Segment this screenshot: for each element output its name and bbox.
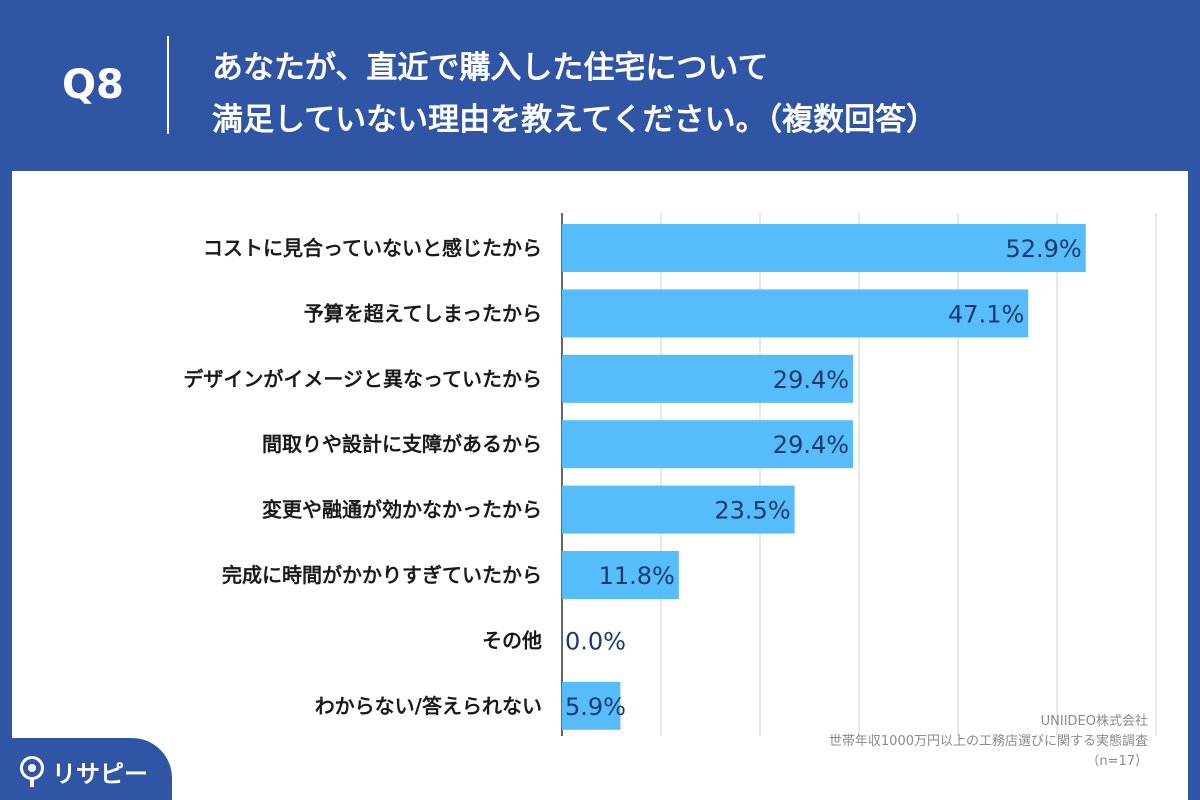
- question-number: Q8: [62, 62, 124, 108]
- value-label: 23.5%: [714, 497, 790, 525]
- chart-category-labels: コストに見合っていないと感じたから予算を超えてしまったからデザインがイメージと異…: [183, 236, 542, 718]
- value-label: 0.0%: [565, 627, 626, 655]
- logo-text: リサピー: [52, 760, 148, 788]
- risapy-logo: リサピー: [0, 738, 172, 800]
- chart-value-labels: 52.9% 47.1% 29.4% 29.4% 23.5% 11.8% 0.0% 5.9%: [565, 235, 1082, 721]
- bar: [562, 354, 854, 403]
- category-label: デザインがイメージと異なっていたから: [183, 367, 542, 391]
- category-label: コストに見合っていないと感じたから: [203, 236, 542, 260]
- category-label: 予算を超えてしまったから: [304, 301, 542, 325]
- category-label: その他: [482, 628, 542, 652]
- source-company: UNIIDEO株式会社: [1040, 714, 1148, 729]
- bar: [562, 681, 621, 730]
- category-label: わからない/答えられない: [315, 694, 542, 718]
- header-divider: [167, 36, 169, 134]
- source-survey: 世帯年収1000万円以上の工務店選びに関する実態調査: [828, 734, 1148, 749]
- value-label: 29.4%: [773, 431, 849, 459]
- bar: [562, 551, 679, 599]
- location-pin-icon: [20, 756, 44, 787]
- question-header: Q8 あなたが、直近で購入した住宅について 満足していない理由を教えてください。…: [0, 0, 1200, 170]
- value-label: 52.9%: [1005, 235, 1081, 263]
- bar: [562, 289, 1029, 338]
- bar: [562, 485, 795, 534]
- category-label: 間取りや設計に支障があるから: [262, 432, 542, 456]
- category-label: 変更や融通が効かなかったから: [262, 498, 542, 522]
- source-note: UNIIDEO株式会社 世帯年収1000万円以上の工務店選びに関する実態調査 （…: [829, 712, 1148, 772]
- value-label: 11.8%: [599, 562, 675, 590]
- value-label: 5.9%: [565, 693, 626, 721]
- bar-chart: コストに見合っていないと感じたから予算を超えてしまったからデザインがイメージと異…: [183, 213, 1157, 736]
- value-label: 47.1%: [948, 300, 1024, 328]
- chart-panel: コストに見合っていないと感じたから予算を超えてしまったからデザインがイメージと異…: [12, 171, 1188, 800]
- question-title-line-2: 満足していない理由を教えてください。（複数回答）: [212, 102, 938, 138]
- bar: [562, 224, 1086, 272]
- value-label: 29.4%: [773, 366, 849, 394]
- category-label: 完成に時間がかかりすぎていたから: [222, 563, 542, 587]
- question-title: あなたが、直近で購入した住宅について 満足していない理由を教えてください。（複数…: [212, 42, 937, 146]
- chart-bars: [562, 224, 1086, 730]
- source-sample-size: （n=17）: [1086, 754, 1148, 769]
- question-title-line-1: あなたが、直近で購入した住宅について: [212, 50, 769, 86]
- bar: [562, 420, 854, 469]
